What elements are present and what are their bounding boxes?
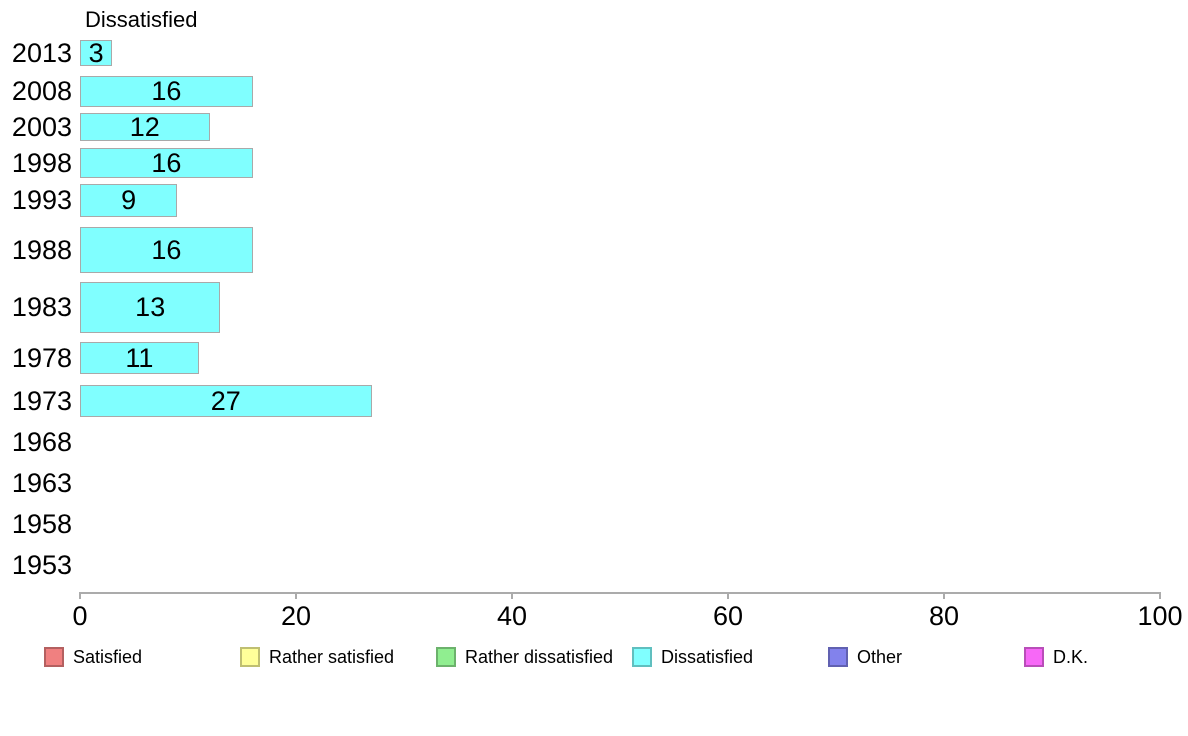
bar-value-label: 9: [121, 185, 137, 215]
x-axis-tick: [1159, 592, 1161, 599]
legend-swatch-icon: [240, 647, 260, 667]
year-label: 1973: [11, 386, 72, 416]
legend-swatch-icon: [632, 647, 652, 667]
year-label: 1993: [11, 185, 72, 215]
year-label: 1988: [11, 235, 72, 265]
year-label: 2008: [11, 76, 72, 106]
x-axis-tick: [79, 592, 81, 599]
legend-item: Rather satisfied: [240, 647, 394, 667]
legend-label: Rather satisfied: [269, 647, 395, 667]
bar: 16: [80, 148, 253, 178]
bar-value-label: 16: [151, 147, 182, 178]
year-label: 2013: [11, 38, 72, 68]
legend-label: Other: [857, 647, 903, 667]
bar: 11: [80, 342, 199, 374]
legend-swatch-icon: [44, 647, 64, 667]
year-label: 1978: [11, 343, 72, 373]
x-axis-tick: [295, 592, 297, 599]
year-label: 1983: [11, 292, 72, 322]
x-axis-tick-label: 100: [1137, 601, 1183, 631]
bar: 13: [80, 282, 221, 333]
bar-value-label: 12: [129, 111, 160, 142]
x-axis-tick-label: 60: [712, 601, 744, 631]
legend-label: Rather dissatisfied: [465, 647, 614, 667]
x-axis-tick: [511, 592, 513, 599]
year-label: 1963: [11, 468, 72, 498]
bar: 9: [80, 184, 178, 217]
legend-swatch-icon: [828, 647, 848, 667]
chart-title: Dissatisfied: [85, 7, 198, 32]
legend-label: D.K.: [1053, 647, 1089, 667]
legend-item: Other: [828, 647, 902, 667]
legend-item: Rather dissatisfied: [436, 647, 613, 667]
year-label: 1968: [11, 427, 72, 457]
bar-value-label: 13: [135, 292, 166, 322]
bar: 16: [80, 76, 253, 107]
year-label: 1998: [11, 148, 72, 178]
year-label: 1958: [11, 509, 72, 539]
bar-value-label: 27: [210, 385, 241, 416]
bar-value-label: 16: [151, 76, 182, 106]
bar-value-label: 11: [125, 342, 154, 373]
bar-value-label: 16: [151, 234, 182, 265]
bar-value-label: 3: [88, 37, 104, 68]
year-label: 2003: [11, 112, 72, 142]
legend-swatch-icon: [1024, 647, 1044, 667]
legend-item: Dissatisfied: [632, 647, 753, 667]
x-axis-tick: [943, 592, 945, 599]
legend-label: Dissatisfied: [661, 647, 754, 667]
legend-item: D.K.: [1024, 647, 1088, 667]
x-axis-tick-label: 40: [496, 601, 528, 631]
bar: 12: [80, 113, 210, 141]
x-axis-line: [79, 592, 1161, 594]
x-axis-tick: [727, 592, 729, 599]
legend-swatch-icon: [436, 647, 456, 667]
x-axis-tick-label: 20: [280, 601, 312, 631]
x-axis-tick-label: 80: [928, 601, 960, 631]
bar: 3: [80, 37, 113, 68]
legend-label: Satisfied: [73, 647, 143, 667]
legend-item: Satisfied: [44, 647, 142, 667]
year-label: 1953: [11, 550, 72, 580]
bar: 16: [80, 227, 253, 273]
bar: 27: [80, 385, 372, 417]
x-axis-tick-label: 0: [72, 601, 88, 631]
